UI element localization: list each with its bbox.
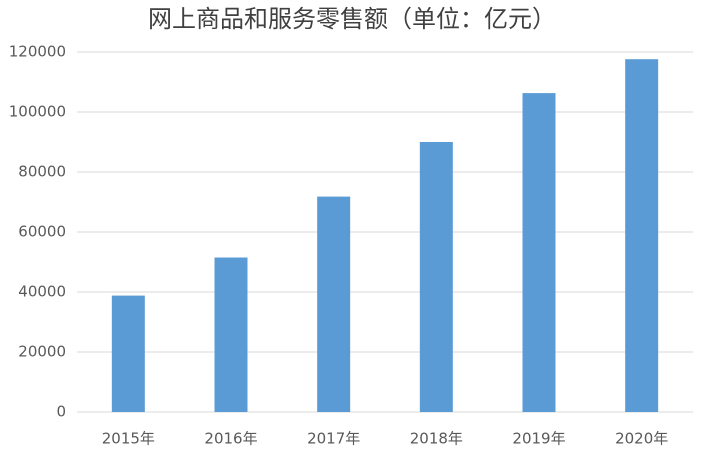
bar (111, 295, 145, 412)
y-tick-label: 120000 (9, 43, 66, 61)
bar (419, 142, 453, 412)
x-tick-label: 2015年 (102, 430, 155, 448)
x-tick-label: 2018年 (410, 430, 463, 448)
bar (522, 93, 556, 412)
y-tick-label: 40000 (18, 283, 66, 301)
y-tick-label: 60000 (18, 223, 66, 241)
x-tick-label: 2017年 (307, 430, 360, 448)
x-tick-label: 2016年 (204, 430, 257, 448)
y-tick-label: 0 (56, 403, 66, 421)
y-tick-label: 100000 (9, 103, 66, 121)
y-tick-label: 20000 (18, 343, 66, 361)
chart-title: 网上商品和服务零售额（单位：亿元） (148, 5, 556, 33)
x-tick-label: 2019年 (512, 430, 565, 448)
x-tick-label: 2020年 (615, 430, 668, 448)
bar (214, 257, 248, 412)
bar (625, 59, 659, 412)
bar (317, 196, 351, 412)
y-tick-label: 80000 (18, 163, 66, 181)
